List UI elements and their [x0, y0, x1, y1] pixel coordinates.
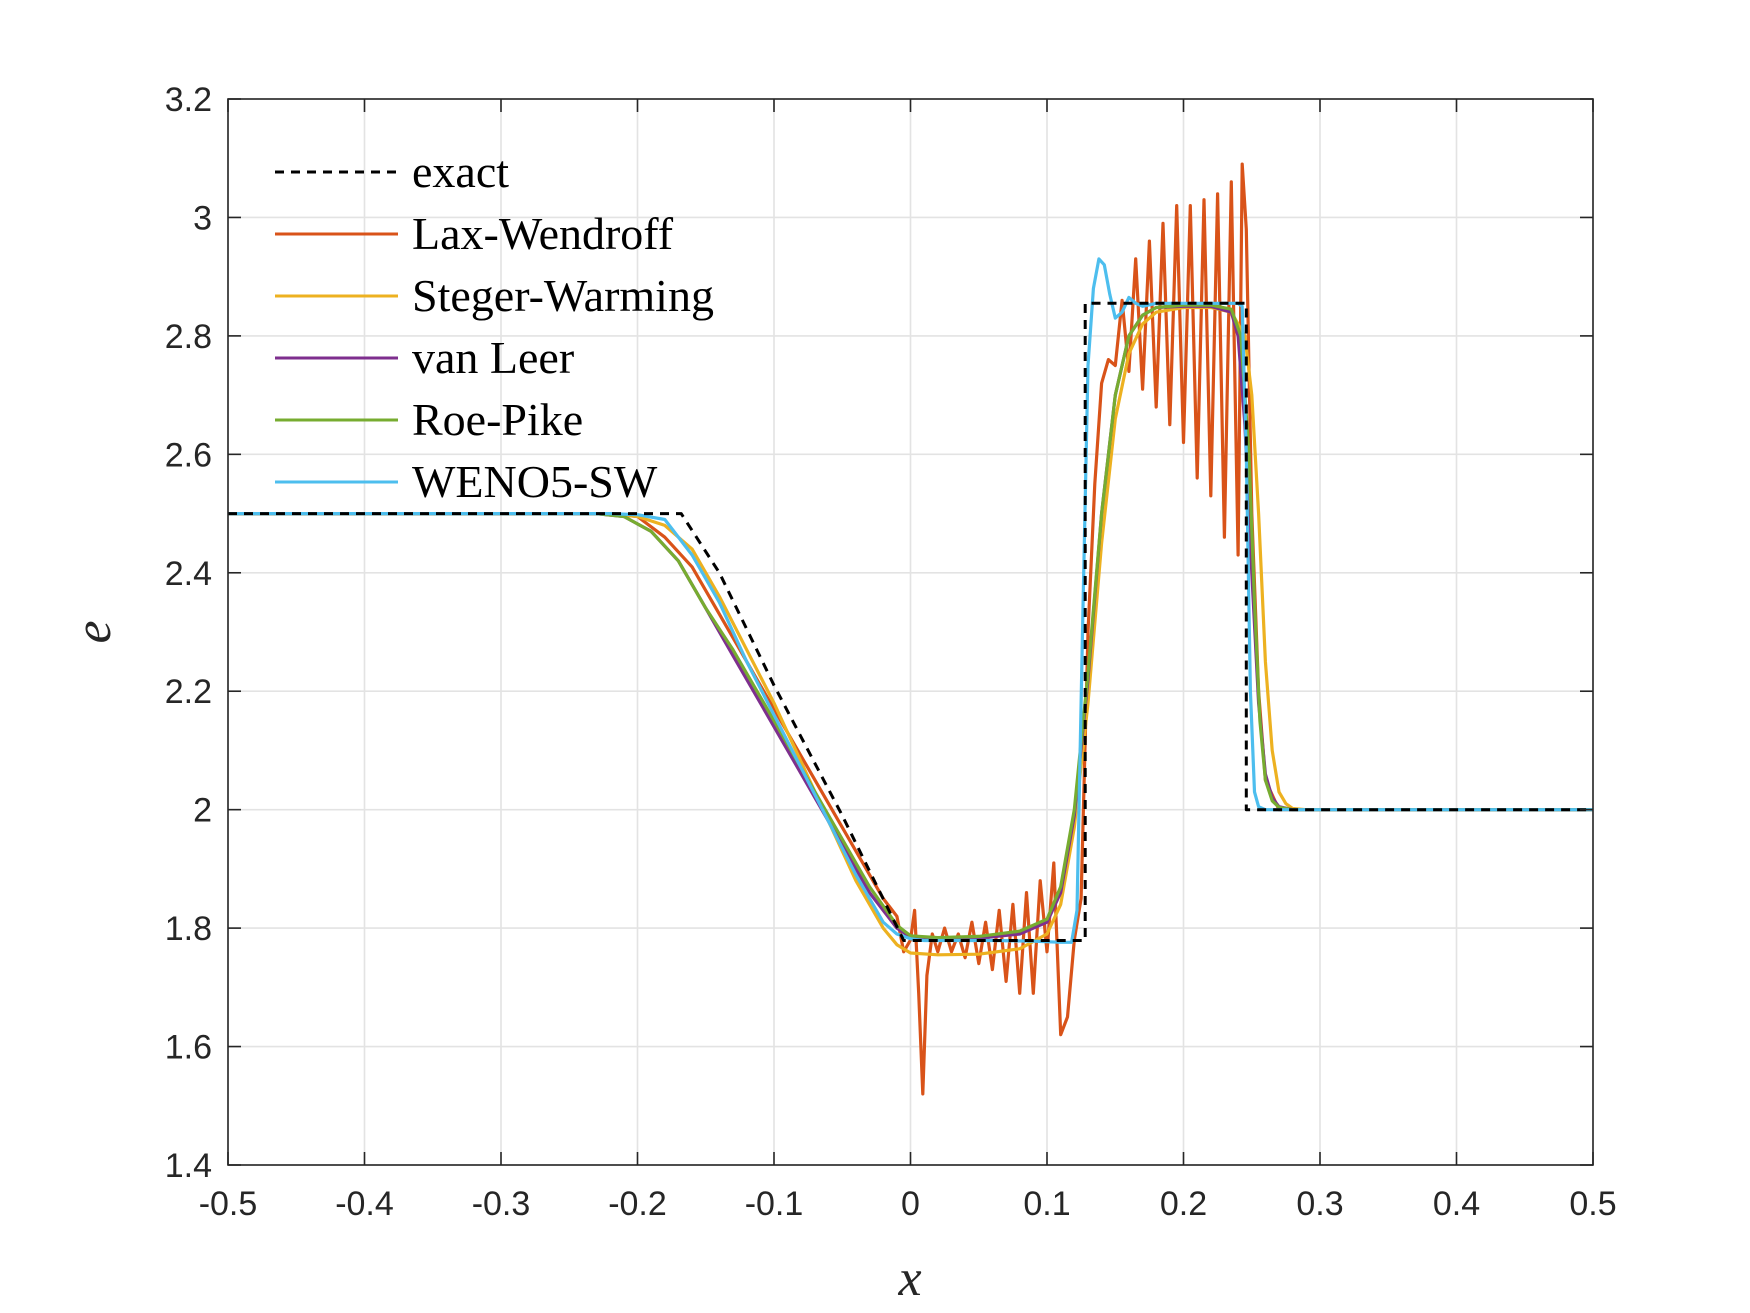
legend-label: exact [412, 146, 509, 197]
x-tick-label: -0.3 [472, 1185, 531, 1223]
y-tick-label: 2.8 [165, 318, 212, 356]
series-line-roe-pike [228, 303, 1593, 940]
legend-label: van Leer [412, 332, 574, 383]
series-line-steger-warming [228, 305, 1593, 957]
y-tick-label: 2.6 [165, 436, 212, 474]
y-tick-label: 1.6 [165, 1029, 212, 1067]
legend-label: WENO5-SW [412, 456, 658, 507]
legend-label: Steger-Warming [412, 270, 714, 321]
x-tick-label: -0.2 [608, 1185, 667, 1223]
ticks-layer [227, 98, 1594, 1166]
y-tick-label: 1.4 [165, 1147, 212, 1185]
series-line-exact [228, 301, 1593, 942]
y-tick-label: 3.2 [165, 81, 212, 119]
x-tick-label: 0 [901, 1185, 920, 1223]
x-tick-label: 0.2 [1160, 1185, 1207, 1223]
x-tick-label: 0.5 [1569, 1185, 1616, 1223]
x-tick-label: 0.3 [1296, 1185, 1343, 1223]
y-tick-label: 2.4 [165, 555, 212, 593]
y-tick-label: 1.8 [165, 910, 212, 948]
series-layer [228, 162, 1593, 1096]
y-axis-label: e [65, 620, 122, 643]
tick-labels: -0.5 -0.4 -0.3 -0.2 -0.1 0 0.1 0.2 0.3 0.4 0.5 1.4 1… [165, 81, 1617, 1223]
x-tick-label: -0.5 [199, 1185, 258, 1223]
legend-label: Lax-Wendroff [412, 208, 674, 259]
y-tick-label: 2.2 [165, 673, 212, 711]
y-tick-label: 2 [193, 792, 212, 830]
x-tick-label: 0.4 [1433, 1185, 1480, 1223]
x-tick-label: -0.1 [745, 1185, 804, 1223]
x-axis-label: x [897, 1250, 921, 1307]
x-tick-label: 0.1 [1023, 1185, 1070, 1223]
legend-label: Roe-Pike [412, 394, 583, 445]
x-tick-label: -0.4 [335, 1185, 394, 1223]
legend: exact Lax-Wendroff Steger-Warming van Leer R… [275, 146, 714, 507]
y-tick-label: 3 [193, 199, 212, 237]
